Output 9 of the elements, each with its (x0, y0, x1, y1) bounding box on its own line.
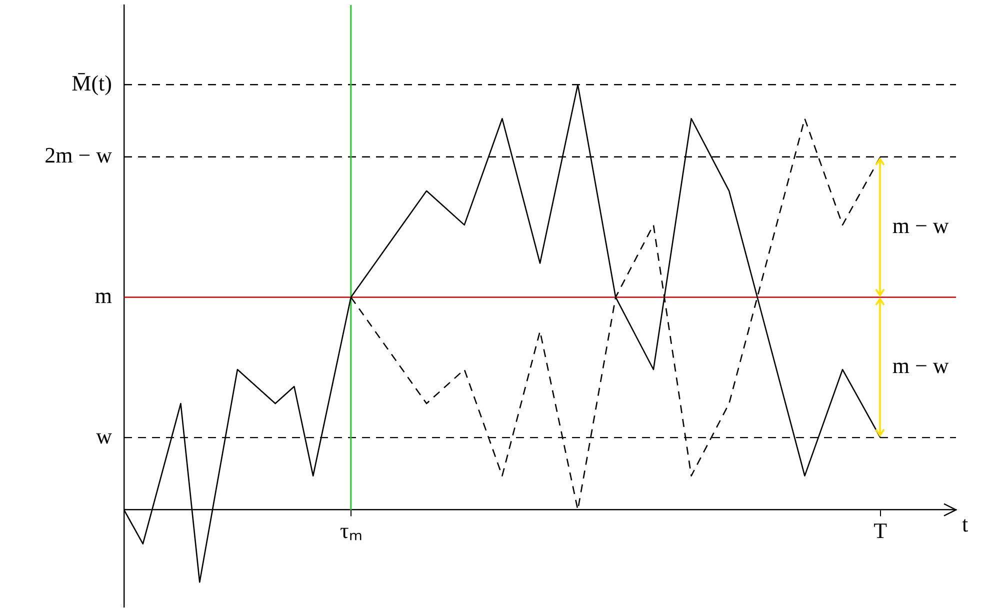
ref-line-label: w (96, 423, 112, 448)
x-axis-title: t (962, 512, 968, 537)
ref-line-label: m (94, 283, 112, 308)
annotation: m − w (892, 353, 949, 378)
annotation: m − w (892, 212, 949, 238)
ref-line-label: M̄(t) (72, 70, 112, 96)
ref-line-label: 2m − w (44, 142, 112, 168)
x-tick-label: T (874, 518, 888, 543)
x-tick-label: τₘ (340, 518, 362, 543)
